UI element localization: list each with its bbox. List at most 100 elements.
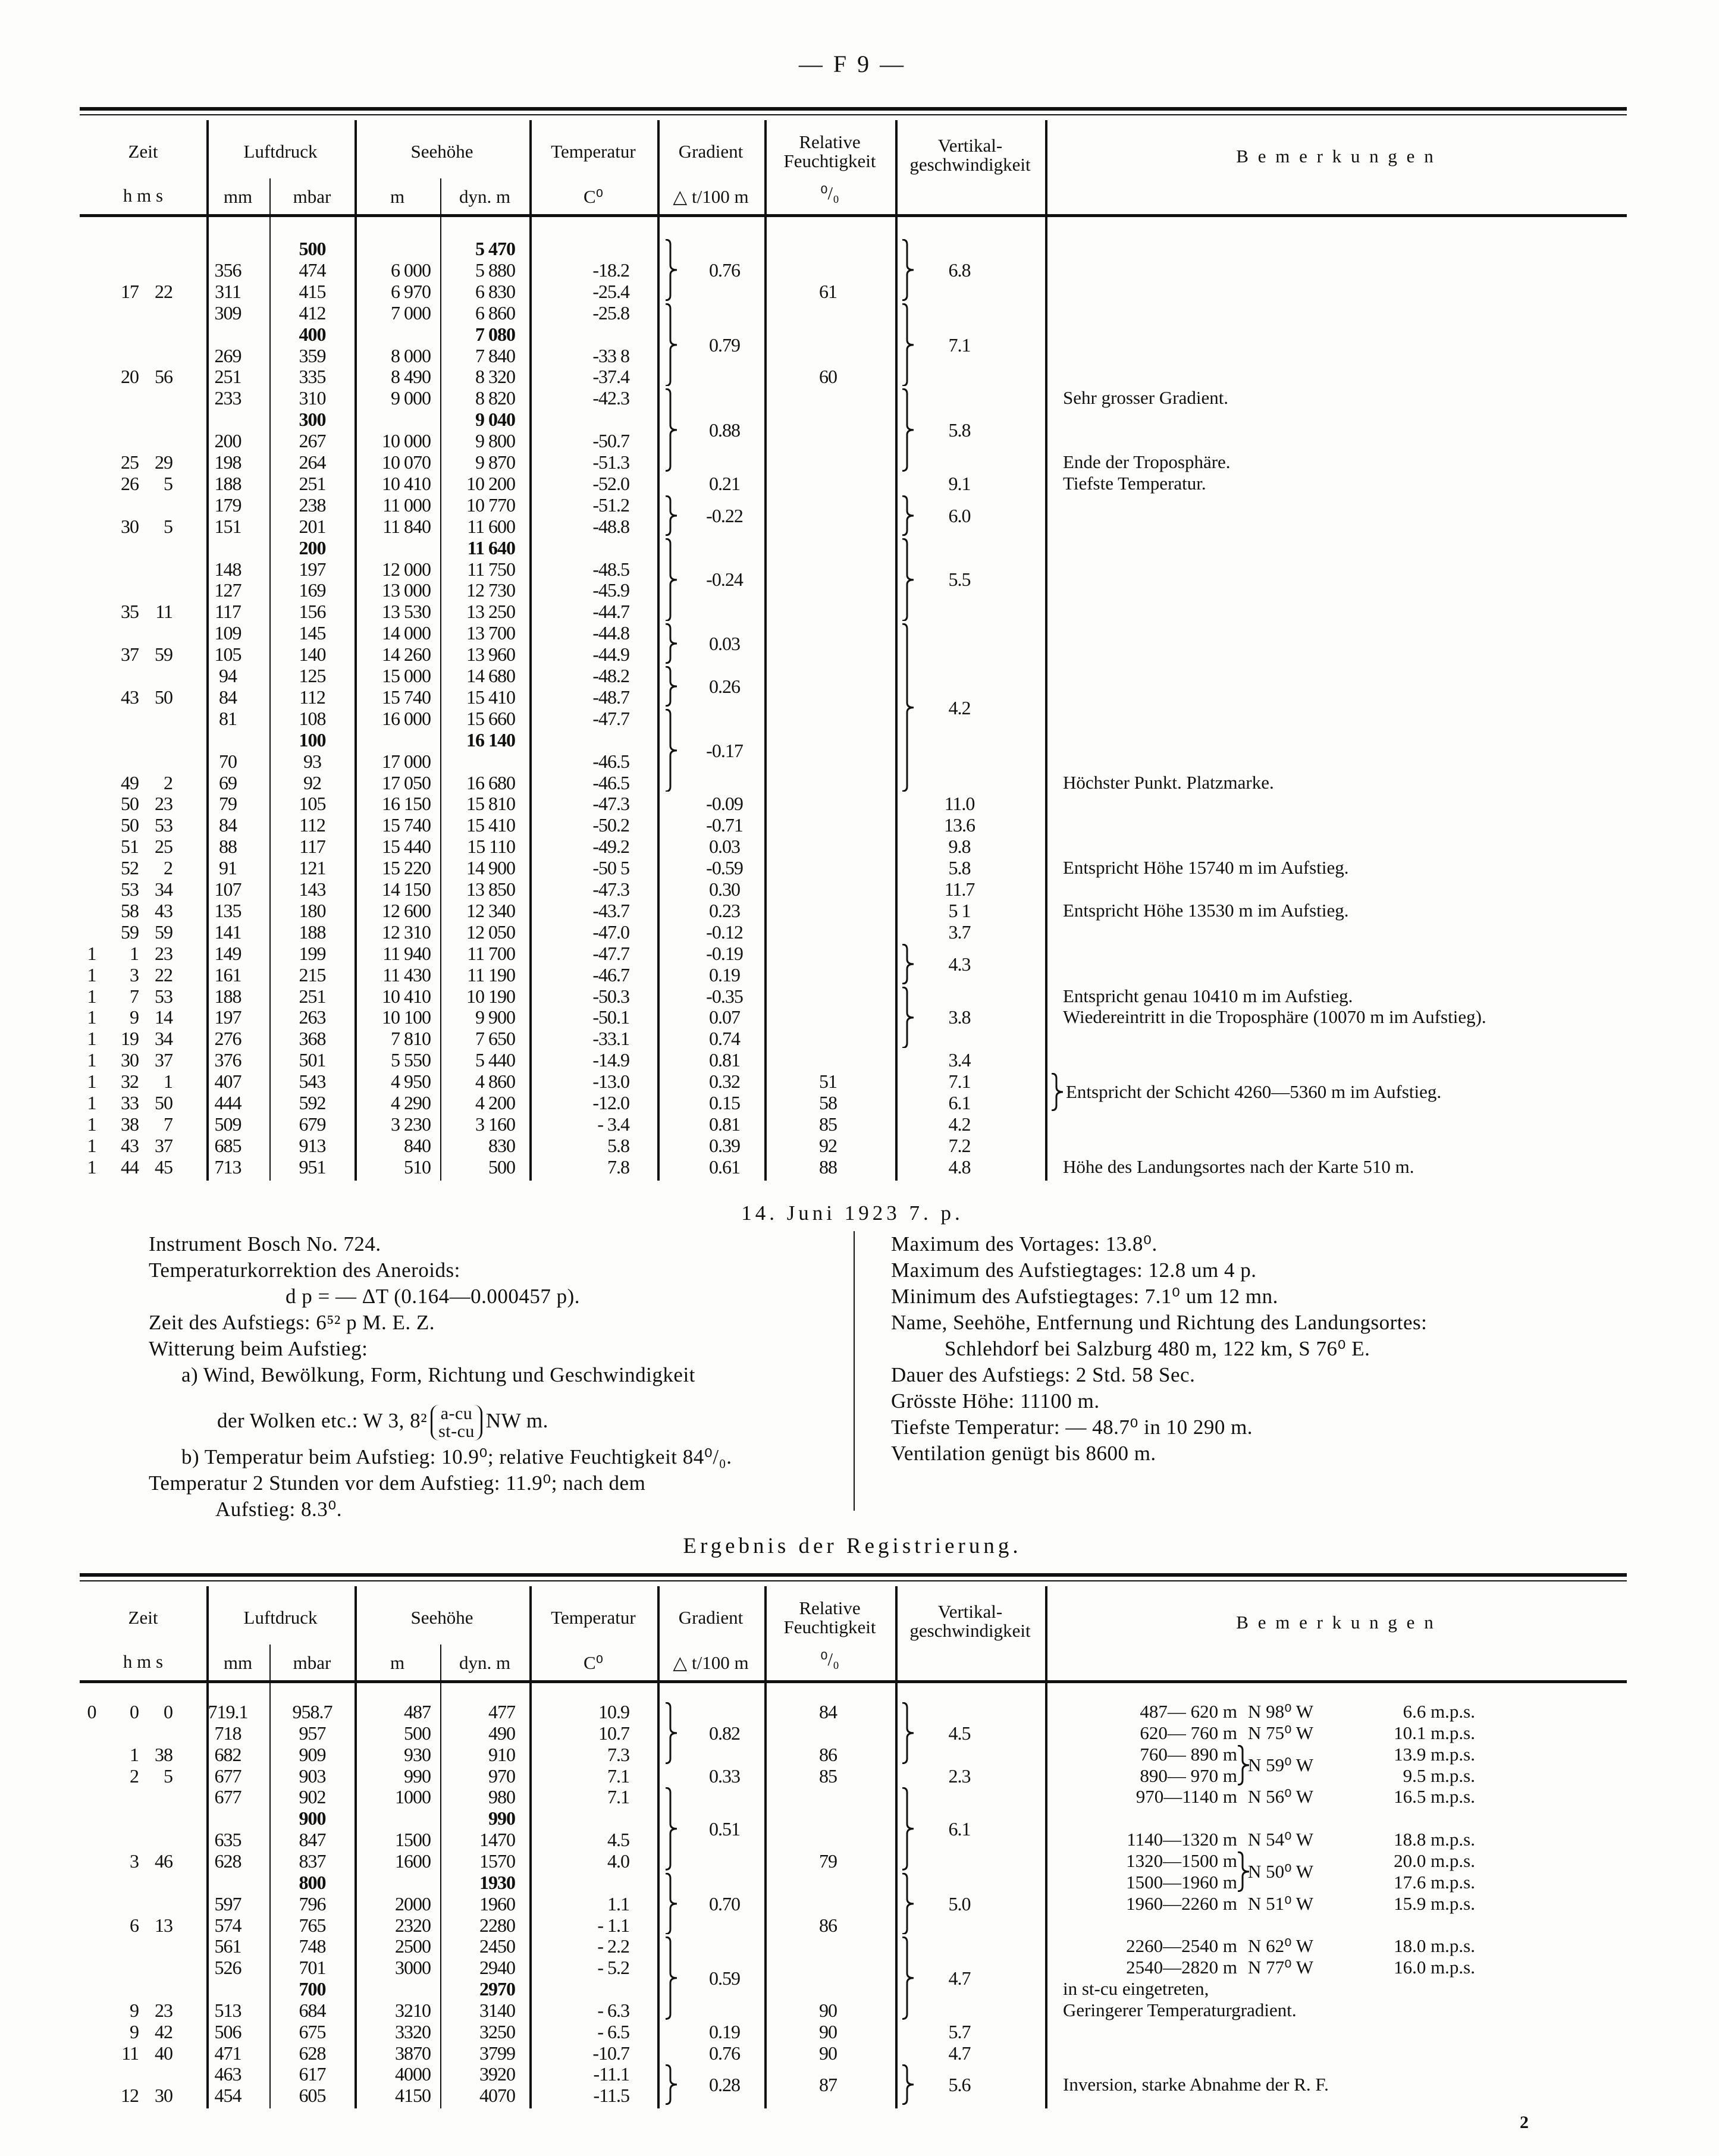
cell-height-m: 14 150 (382, 878, 431, 900)
cell-pressure-mbar: 543 (299, 1071, 327, 1093)
cell-vertical-speed: 11.7 (944, 878, 975, 900)
cell-gradient: 0.82 (709, 1722, 741, 1744)
column-header-bemerkungen: B e m e r k u n g e n (1236, 146, 1436, 167)
cell-vertical-speed: 7.1 (948, 334, 971, 356)
cell-pressure-mm: 509 (214, 1113, 242, 1135)
cell-height-dyn-m: 9 800 (475, 430, 516, 452)
cell-height-m: 4000 (395, 2063, 431, 2085)
cell-gradient: -0.17 (706, 739, 744, 761)
cell-minute: 3 (130, 964, 139, 986)
cell-second: 23 (155, 1999, 173, 2021)
remark: Geringerer Temperaturgradient. (1063, 1999, 1297, 2020)
remark: Tiefste Temperatur. (1063, 472, 1206, 494)
cell-vertical-speed: 5 1 (948, 899, 971, 921)
cell-height-m: 14 260 (382, 644, 431, 666)
column-header-gradient: Gradient (678, 1607, 744, 1628)
cell-height-dyn-m: 980 (488, 1786, 516, 1808)
cell-relative-humidity: 85 (819, 1113, 837, 1135)
cell-height-dyn-m: 6 830 (475, 280, 516, 302)
cell-height-dyn-m: 3799 (479, 2042, 516, 2064)
cell-pressure-mm: 597 (214, 1893, 242, 1915)
cell-temperature: 7.8 (607, 1156, 630, 1178)
cell-pressure-mbar: 617 (299, 2063, 327, 2085)
cell-height-dyn-m: 6 860 (475, 302, 516, 324)
cell-temperature: - 6.3 (597, 1999, 630, 2021)
cell-height-m: 10 070 (382, 451, 431, 473)
cell-pressure-mm: 561 (214, 1935, 242, 1957)
cell-height-m: 11 840 (382, 515, 431, 537)
cell-hour: 1 (87, 1049, 97, 1071)
cell-temperature: - 1.1 (597, 1914, 630, 1936)
cell-pressure-mbar: 300 (299, 409, 327, 431)
cell-temperature: -47.7 (592, 942, 630, 964)
wind-speed: 9.5 m.p.s. (1403, 1765, 1475, 1786)
cell-pressure-mbar: 847 (299, 1829, 327, 1851)
brace-icon (902, 388, 914, 472)
cell-pressure-mbar: 199 (299, 942, 327, 964)
cell-second: 34 (155, 878, 173, 900)
wind-height-range: 2540—2820 m (1126, 1957, 1237, 1978)
column-header-vertikal-1: Vertikal- (937, 135, 1003, 156)
cell-vertical-speed: 4.7 (948, 1967, 971, 1989)
brace-icon (902, 538, 914, 622)
cell-pressure-mm: 81 (219, 707, 237, 729)
cell-height-dyn-m: 2450 (479, 1935, 516, 1957)
cell-minute: 0 (130, 1701, 139, 1722)
cell-pressure-mm: 91 (219, 857, 237, 879)
cell-pressure-mm: 70 (219, 750, 237, 772)
cell-minute: 51 (121, 836, 139, 858)
cell-gradient: -0.35 (706, 985, 744, 1007)
remark: Wiedereintritt in die Troposphäre (10070… (1063, 1006, 1486, 1028)
cell-gradient: 0.81 (709, 1113, 741, 1135)
cell-height-dyn-m: 14 680 (466, 665, 516, 686)
cell-height-dyn-m: 2940 (479, 1957, 516, 1979)
cell-height-dyn-m: 8 820 (475, 387, 516, 409)
cell-temperature: - 6.5 (597, 2020, 630, 2042)
column-header-mbar: mbar (293, 186, 331, 207)
cell-height-m: 4 950 (391, 1071, 431, 1093)
cell-temperature: -48.2 (592, 665, 630, 686)
cell-temperature: 5.8 (607, 1134, 630, 1156)
cell-temperature: -51.3 (592, 451, 630, 473)
column-rule (1045, 120, 1047, 1181)
cell-height-dyn-m: 12 050 (466, 921, 516, 943)
cell-pressure-mm: 719.1 (208, 1701, 249, 1722)
cell-temperature: -48.7 (592, 686, 630, 708)
cell-height-m: 9 000 (391, 387, 431, 409)
cell-pressure-mbar: 93 (303, 750, 322, 772)
column-header-seehoehe: Seehöhe (410, 1607, 473, 1628)
cell-height-m: 10 410 (382, 472, 431, 494)
cell-height-dyn-m: 9 900 (475, 1006, 516, 1028)
cell-hour: 1 (87, 1156, 97, 1178)
cell-relative-humidity: 88 (819, 1156, 837, 1178)
cell-height-dyn-m: 11 640 (467, 536, 516, 558)
remark: Ende der Troposphäre. (1063, 451, 1231, 472)
column-header-percent: ⁰/₀ (820, 183, 839, 203)
cell-pressure-mm: 188 (214, 985, 242, 1007)
cell-minute: 11 (121, 2042, 139, 2064)
cell-temperature: -49.2 (592, 836, 630, 858)
cell-height-m: 15 000 (382, 665, 431, 686)
cell-pressure-mm: 149 (214, 942, 242, 964)
cell-pressure-mbar: 251 (299, 985, 327, 1007)
cell-second: 29 (155, 451, 173, 473)
cell-pressure-mm: 677 (214, 1786, 242, 1808)
cell-minute: 2 (130, 1765, 139, 1787)
cell-temperature: 10.9 (598, 1701, 630, 1722)
cell-pressure-mbar: 368 (299, 1028, 327, 1050)
cell-height-m: 4150 (395, 2085, 431, 2107)
cell-temperature: 1.1 (607, 1893, 630, 1915)
cell-gradient: -0.09 (706, 793, 744, 815)
cell-second: 53 (155, 814, 173, 836)
cell-temperature: -50.3 (592, 985, 630, 1007)
cell-height-m: 16 000 (382, 707, 431, 729)
cell-second: 11 (155, 601, 173, 623)
cell-height-dyn-m: 3250 (479, 2020, 516, 2042)
cell-temperature: -46.5 (592, 771, 630, 793)
cell-pressure-mm: 513 (214, 1999, 242, 2021)
cell-gradient: 0.30 (709, 878, 741, 900)
cell-temperature: -51.2 (592, 494, 630, 516)
brace-icon (1237, 1744, 1250, 1785)
cell-pressure-mm: 94 (219, 665, 237, 686)
cell-height-m: 10 000 (382, 430, 431, 452)
